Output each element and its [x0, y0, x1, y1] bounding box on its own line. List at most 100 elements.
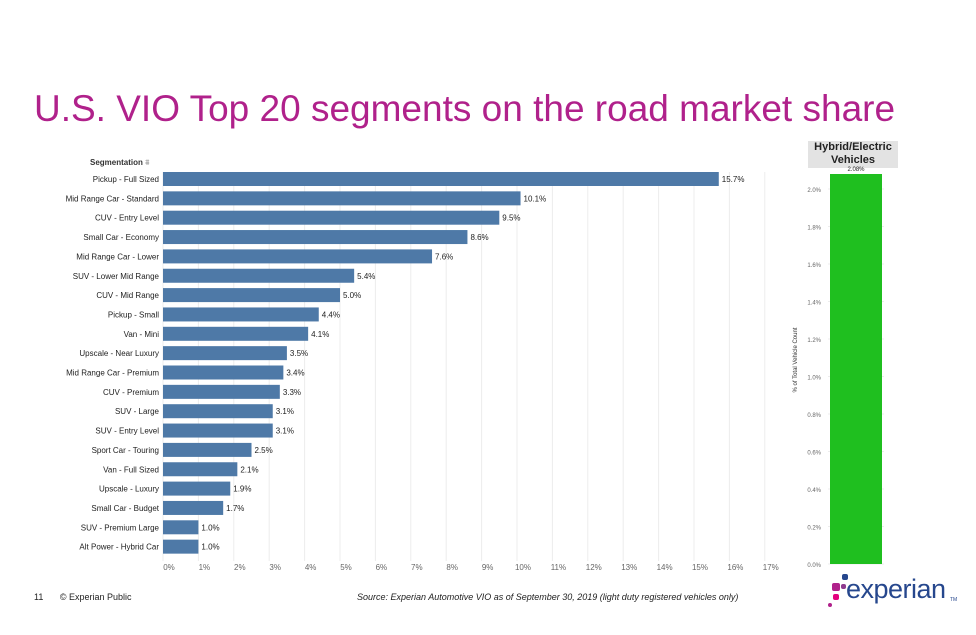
x-tick-label: 6%	[376, 563, 388, 572]
y-tick-label: 0.4%	[807, 488, 821, 494]
category-label: CUV - Entry Level	[95, 214, 159, 223]
bar[interactable]	[163, 384, 280, 399]
bar[interactable]	[163, 481, 231, 496]
bar[interactable]	[163, 365, 284, 380]
bar[interactable]	[163, 230, 468, 245]
logo-dot	[841, 584, 846, 589]
logo-dot	[832, 583, 840, 591]
data-label: 4.4%	[322, 310, 340, 319]
category-label: SUV - Lower Mid Range	[73, 272, 160, 281]
bar[interactable]	[163, 307, 319, 322]
category-label: Small Car - Budget	[91, 504, 159, 513]
y-tick-label: 1.2%	[807, 338, 821, 344]
y-tick-label: 1.6%	[807, 263, 821, 269]
filter-icon[interactable]: ⩩	[145, 158, 150, 167]
bar[interactable]	[163, 172, 719, 186]
data-label: 9.5%	[502, 214, 520, 223]
x-tick-label: 8%	[446, 563, 458, 572]
bar[interactable]	[163, 346, 287, 361]
logo-dot	[828, 603, 832, 607]
category-label: Van - Mini	[124, 330, 160, 339]
category-label: CUV - Premium	[103, 388, 159, 397]
hybrid-chart-title: Hybrid/Electric Vehicles	[808, 141, 898, 168]
data-label: 7.6%	[435, 252, 453, 261]
x-tick-label: 10%	[515, 563, 531, 572]
category-label: Small Car - Economy	[83, 233, 159, 242]
source-note: Source: Experian Automotive VIO as of Se…	[357, 592, 739, 602]
bar[interactable]	[163, 462, 238, 477]
y-tick-label: 1.8%	[807, 226, 821, 232]
data-label: 1.0%	[201, 523, 219, 532]
x-tick-label: 14%	[657, 563, 673, 572]
x-tick-label: 5%	[340, 563, 352, 572]
bar[interactable]	[163, 539, 199, 554]
x-tick-label: 0%	[163, 563, 175, 572]
footer-left: 11 © Experian Public	[34, 592, 132, 602]
bar[interactable]	[163, 500, 224, 515]
data-label: 1.7%	[226, 504, 244, 513]
category-label: Mid Range Car - Lower	[76, 252, 159, 261]
y-tick-label: 1.0%	[807, 376, 821, 382]
hybrid-bar-chart: 0.0% 0.2% 0.4% 0.6% 0.8% 1.0% 1.2% 1.4% 1.6% 1.8%…	[793, 167, 884, 569]
x-tick-label: 13%	[621, 563, 637, 572]
bar[interactable]	[163, 404, 273, 419]
category-label: Mid Range Car - Standard	[66, 194, 159, 203]
category-label: Pickup - Full Sized	[93, 175, 159, 184]
hybrid-bar[interactable]	[830, 174, 882, 564]
category-label: SUV - Premium Large	[81, 523, 160, 532]
data-label: 1.9%	[233, 485, 251, 494]
segmentation-header: Segmentation ⩩	[90, 158, 149, 168]
category-label: Sport Car - Touring	[92, 446, 159, 455]
data-label: 5.4%	[357, 272, 375, 281]
logo-dot	[833, 594, 839, 600]
logo-dot	[842, 574, 848, 580]
data-label: 4.1%	[311, 330, 329, 339]
bar[interactable]	[163, 442, 252, 457]
x-tick-label: 11%	[551, 563, 566, 572]
segmentation-header-label: Segmentation	[90, 158, 143, 167]
category-label: Pickup - Small	[108, 310, 159, 319]
y-tick-label: 1.4%	[807, 301, 821, 307]
x-tick-label: 7%	[411, 563, 423, 572]
logo-trademark: TM	[950, 597, 958, 603]
experian-logo: experian TM	[828, 574, 964, 614]
category-label: Upscale - Luxury	[99, 485, 159, 494]
x-tick-label: 1%	[199, 563, 211, 572]
x-tick-label: 17%	[763, 563, 779, 572]
bar[interactable]	[163, 268, 355, 283]
data-label: 8.6%	[470, 233, 488, 242]
hybrid-data-label: 2.08%	[847, 167, 865, 173]
category-label: Van - Full Sized	[103, 465, 159, 474]
data-label: 3.3%	[283, 388, 301, 397]
category-label: Alt Power - Hybrid Car	[79, 543, 159, 552]
x-tick-label: 16%	[727, 563, 743, 572]
data-label: 3.4%	[286, 369, 304, 378]
data-label: 5.0%	[343, 291, 361, 300]
category-label: SUV - Large	[115, 407, 160, 416]
bar[interactable]	[163, 423, 273, 438]
y-tick-label: 0.6%	[807, 451, 821, 457]
bar[interactable]	[163, 249, 433, 264]
data-label: 3.5%	[290, 349, 308, 358]
x-tick-label: 9%	[482, 563, 494, 572]
y-axis-label: % of Total Vehicle Count	[793, 327, 799, 392]
segment-bar-chart: 0% 1% 2% 3% 4% 5% 6% 7% 8% 9% 10% 11% 12% 13% 14% 15% 16…	[66, 172, 779, 572]
y-tick-label: 0.8%	[807, 413, 821, 419]
category-label: SUV - Entry Level	[95, 427, 159, 436]
bar[interactable]	[163, 520, 199, 535]
bar[interactable]	[163, 191, 521, 206]
data-label: 3.1%	[276, 427, 294, 436]
bar[interactable]	[163, 210, 500, 225]
data-label: 2.5%	[255, 446, 273, 455]
classification-label: © Experian Public	[59, 592, 132, 602]
x-tick-label: 4%	[305, 563, 317, 572]
category-label: CUV - Mid Range	[96, 291, 159, 300]
page-number: 11	[34, 592, 44, 602]
page-title: U.S. VIO Top 20 segments on the road mar…	[34, 88, 896, 129]
data-label: 3.1%	[276, 407, 294, 416]
bar[interactable]	[163, 288, 340, 303]
bar[interactable]	[163, 326, 309, 341]
x-tick-label: 12%	[586, 563, 602, 572]
y-tick-label: 2.0%	[807, 188, 821, 194]
data-label: 1.0%	[201, 543, 219, 552]
